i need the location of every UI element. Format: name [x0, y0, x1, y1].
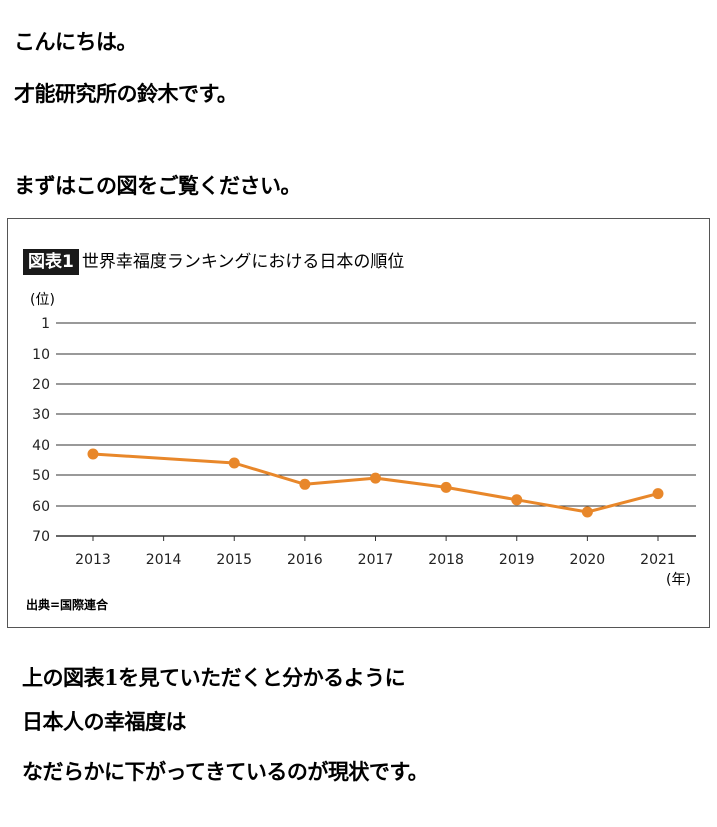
y-tick-label-20: 20	[32, 377, 50, 393]
y-tick-label-1: 1	[41, 316, 50, 332]
chart-title-row: 図表1 世界幸福度ランキングにおける日本の順位	[23, 249, 404, 275]
data-point-2018	[440, 481, 452, 493]
data-point-2017	[370, 472, 381, 484]
y-tick-label-50: 50	[32, 468, 50, 484]
line-chart: 1 10 20 30 40 50 60 70 2013 2014 2015 2016 2017 2018 2…	[32, 316, 696, 568]
x-axis-unit: (年)	[666, 572, 691, 588]
body-line-2: 日本人の幸福度は	[22, 709, 187, 734]
x-tick-label-2021: 2021	[640, 552, 676, 568]
data-point-2015	[228, 457, 240, 469]
x-tick-label-2018: 2018	[428, 552, 464, 568]
x-tick-label-2020: 2020	[570, 552, 606, 568]
chart-figure: 図表1 世界幸福度ランキングにおける日本の順位 (位) 1 10 20 30 40 50 60…	[7, 218, 710, 628]
x-tick-label-2016: 2016	[287, 552, 323, 568]
chart-source: 出典=国際連合	[26, 598, 109, 612]
y-axis-unit: (位)	[30, 292, 55, 308]
series-line	[92, 452, 659, 514]
body-line-1: 上の図表1を見ていただくと分かるように	[22, 665, 406, 690]
x-tick-label-2014: 2014	[146, 552, 182, 568]
x-tick-label-2015: 2015	[216, 552, 252, 568]
x-tick-label-2013: 2013	[75, 552, 111, 568]
y-tick-label-40: 40	[32, 438, 50, 454]
data-point-2016	[299, 478, 311, 490]
x-tick-label-2017: 2017	[358, 552, 394, 568]
y-tick-label-10: 10	[32, 347, 50, 363]
data-point-2013	[87, 448, 99, 460]
body-line-3: なだらかに下がってきているのが現状です。	[22, 759, 429, 784]
prompt-text: まずはこの図をご覧ください。	[14, 173, 302, 198]
data-point-2021	[652, 488, 664, 500]
intro-text: 才能研究所の鈴木です。	[14, 81, 238, 106]
data-point-2020	[581, 506, 593, 518]
y-tick-label-30: 30	[32, 407, 50, 423]
y-tick-label-60: 60	[32, 499, 50, 515]
chart-badge: 図表1	[23, 249, 79, 275]
greeting-text: こんにちは。	[14, 29, 138, 54]
data-point-2019	[511, 494, 523, 506]
chart-title: 世界幸福度ランキングにおける日本の順位	[81, 252, 405, 272]
y-tick-label-70: 70	[32, 529, 50, 545]
x-tick-label-2019: 2019	[499, 552, 535, 568]
